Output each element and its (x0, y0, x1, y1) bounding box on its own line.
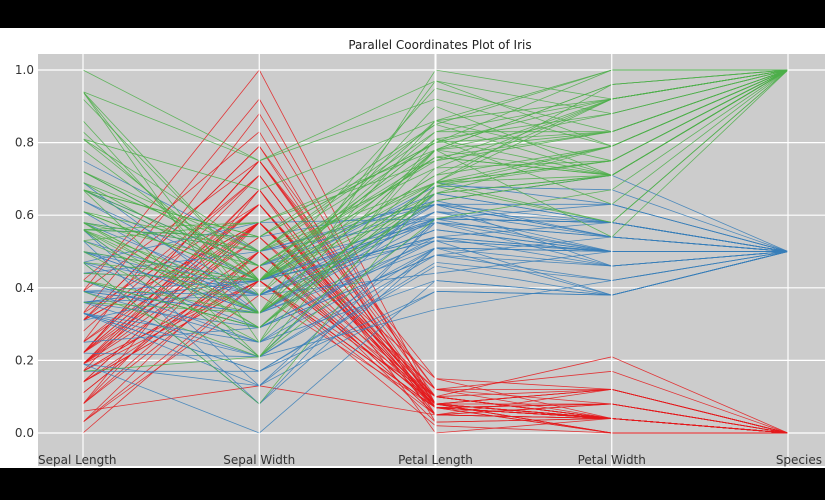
axis-label: Petal Width (578, 453, 646, 467)
y-tick-label: 0.8 (15, 136, 34, 150)
axis-label: Petal Length (398, 453, 473, 467)
y-tick-label: 0.0 (15, 426, 34, 440)
y-tick-label: 0.6 (15, 208, 34, 222)
axis-label: Sepal Length (38, 453, 117, 467)
axis-labels: Sepal Length Sepal Width Petal Length Petal… (38, 453, 822, 467)
vertical-axes (82, 54, 789, 466)
parallel-coordinates-chart: 0.0 0.2 0.4 0.6 0.8 1.0 Sepal Length Sepal Wid… (15, 38, 825, 467)
chart-frame: 0.0 0.2 0.4 0.6 0.8 1.0 Sepal Length Sepal Wid… (0, 28, 825, 468)
y-tick-label: 1.0 (15, 63, 34, 77)
axis-label: Sepal Width (223, 453, 295, 467)
y-tick-labels: 0.0 0.2 0.4 0.6 0.8 1.0 (15, 63, 34, 440)
chart-title: Parallel Coordinates Plot of Iris (348, 38, 531, 52)
y-tick-label: 0.4 (15, 281, 34, 295)
y-tick-label: 0.2 (15, 353, 34, 367)
axis-label: Species (776, 453, 822, 467)
